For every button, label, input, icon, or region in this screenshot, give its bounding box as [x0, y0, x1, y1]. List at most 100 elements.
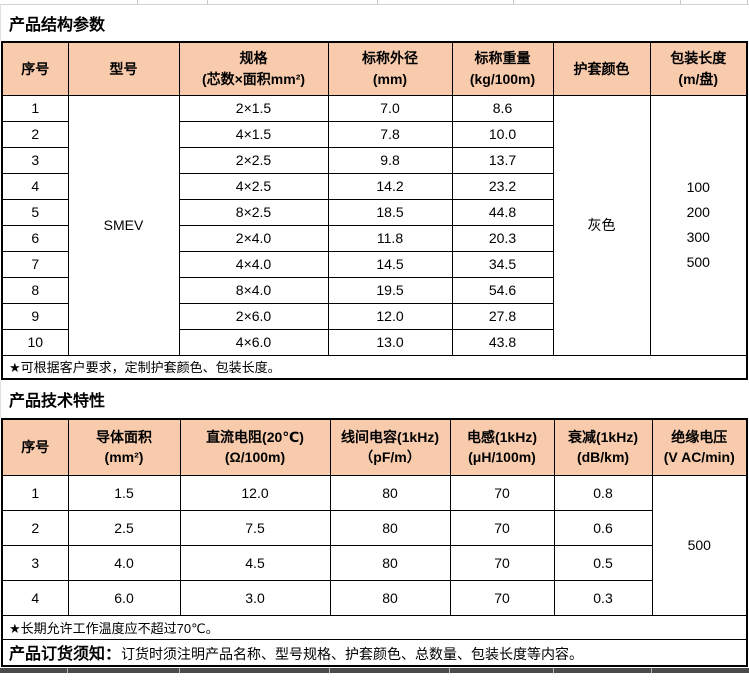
weight-cell: 44.8	[451, 198, 554, 226]
bottom-gap	[0, 667, 749, 668]
sheath-color-cell: 灰色	[552, 94, 651, 356]
od-cell: 13.0	[327, 328, 453, 356]
gridline-tick	[377, 0, 378, 4]
resistance-cell: 12.0	[179, 474, 331, 511]
header-capacitance: 线间电容(1kHz) （pF/m）	[329, 418, 451, 476]
spec-cell: 4×6.0	[178, 328, 329, 356]
no-cell: 10	[1, 328, 69, 356]
header-spec: 规格 (芯数×面积mm²)	[178, 41, 329, 96]
weight-cell: 43.8	[451, 328, 554, 356]
no-cell: 3	[1, 544, 69, 581]
table-row: 7 4×4.0 14.5 34.5	[1, 250, 747, 278]
table-row: 3 4.0 4.5 80 70 0.5	[1, 544, 747, 581]
table-header-row: 序号 型号 规格 (芯数×面积mm²) 标称外径 (mm) 标称重量 (kg/1…	[1, 41, 748, 96]
table-row: 4 6.0 3.0 80 70 0.3	[1, 579, 747, 616]
structure-parameters-table: 序号 型号 规格 (芯数×面积mm²) 标称外径 (mm) 标称重量 (kg/1…	[1, 41, 748, 380]
od-cell: 14.5	[327, 250, 453, 278]
gridline-tick	[449, 668, 450, 673]
area-cell: 1.5	[67, 474, 181, 511]
gridline-tick	[651, 668, 652, 673]
gridline-tick	[553, 668, 554, 673]
capacitance-cell: 80	[329, 474, 451, 511]
table-row: 4 4×2.5 14.2 23.2	[1, 172, 747, 200]
spec-cell: 4×4.0	[178, 250, 329, 278]
gridline-tick	[137, 0, 138, 4]
no-cell: 9	[1, 302, 69, 330]
inductance-cell: 70	[449, 474, 555, 511]
spec-cell: 4×1.5	[178, 120, 329, 148]
table-row: 1 1.5 12.0 80 70 0.8 500	[1, 474, 748, 616]
gridline-tick	[207, 0, 208, 4]
attenuation-cell: 0.3	[553, 579, 653, 616]
no-cell: 8	[1, 276, 69, 304]
no-cell: 2	[1, 509, 69, 546]
header-packing-length: 包装长度 (m/盘)	[649, 41, 748, 96]
weight-cell: 34.5	[451, 250, 554, 278]
attenuation-cell: 0.6	[553, 509, 653, 546]
spec-cell: 2×6.0	[178, 302, 329, 330]
area-cell: 6.0	[67, 579, 181, 616]
order-notice-label: 产品订货须知：	[9, 646, 122, 664]
model-cell: SMEV	[67, 94, 180, 356]
capacitance-cell: 80	[329, 544, 451, 581]
bottom-dark-row	[0, 668, 749, 673]
od-cell: 12.0	[327, 302, 453, 330]
temperature-note: ★长期允许工作温度应不超过70℃。	[1, 614, 748, 640]
spec-cell: 2×2.5	[178, 146, 329, 174]
no-cell: 4	[1, 172, 69, 200]
weight-cell: 13.7	[451, 146, 554, 174]
no-cell: 4	[1, 579, 69, 616]
od-cell: 14.2	[327, 172, 453, 200]
technical-characteristics-table: 序号 导体面积 (mm²) 直流电阻(20℃) (Ω/100m) 线间电容(1k…	[1, 418, 748, 667]
no-cell: 7	[1, 250, 69, 278]
capacitance-cell: 80	[329, 509, 451, 546]
gridline-tick	[329, 668, 330, 673]
gridline-tick	[67, 668, 68, 673]
table-note-row: ★长期允许工作温度应不超过70℃。	[1, 614, 748, 640]
gridline-tick	[179, 668, 180, 673]
order-notice-text: 订货时须注明产品名称、型号规格、护套颜色、总数量、包装长度等内容。	[121, 646, 584, 663]
table-row: 1 SMEV 2×1.5 7.0 8.6 灰色 100 200 300 500	[1, 94, 748, 356]
table-row: 5 8×2.5 18.5 44.8	[1, 198, 747, 226]
od-cell: 18.5	[327, 198, 453, 226]
weight-cell: 27.8	[451, 302, 554, 330]
order-notice: 产品订货须知：订货时须注明产品名称、型号规格、护套颜色、总数量、包装长度等内容。	[1, 638, 748, 667]
no-cell: 6	[1, 224, 69, 252]
header-conductor-area: 导体面积 (mm²)	[67, 418, 181, 476]
spec-cell: 8×4.0	[178, 276, 329, 304]
gridline-tick	[513, 0, 514, 4]
weight-cell: 54.6	[451, 276, 554, 304]
weight-cell: 23.2	[451, 172, 554, 200]
spec-cell: 4×2.5	[178, 172, 329, 200]
gridline-tick	[680, 0, 681, 4]
table-row: 3 2×2.5 9.8 13.7	[1, 146, 747, 174]
no-cell: 3	[1, 146, 69, 174]
weight-cell: 8.6	[451, 94, 554, 122]
attenuation-cell: 0.5	[553, 544, 653, 581]
resistance-cell: 7.5	[179, 509, 331, 546]
header-weight: 标称重量 (kg/100m)	[451, 41, 554, 96]
spec-cell: 8×2.5	[178, 198, 329, 226]
no-cell: 1	[1, 94, 69, 122]
no-cell: 2	[1, 120, 69, 148]
od-cell: 9.8	[327, 146, 453, 174]
inductance-cell: 70	[449, 579, 555, 616]
table-row: 10 4×6.0 13.0 43.8	[1, 328, 747, 356]
area-cell: 2.5	[67, 509, 181, 546]
packing-length-cell: 100 200 300 500	[649, 94, 748, 356]
header-inductance: 电感(1kHz) (μH/100m)	[449, 418, 555, 476]
order-notice-row: 产品订货须知：订货时须注明产品名称、型号规格、护套颜色、总数量、包装长度等内容。	[1, 638, 748, 667]
weight-cell: 20.3	[451, 224, 554, 252]
resistance-cell: 4.5	[179, 544, 331, 581]
no-cell: 5	[1, 198, 69, 226]
header-insulation-voltage: 绝缘电压 (V AC/min)	[651, 418, 748, 476]
top-gridline-strip	[0, 0, 749, 5]
header-attenuation: 衰减(1kHz) (dB/km)	[553, 418, 653, 476]
spec-cell: 2×1.5	[178, 94, 329, 122]
table-row: 9 2×6.0 12.0 27.8	[1, 302, 747, 330]
no-cell: 1	[1, 474, 69, 511]
gridline-tick	[747, 0, 748, 4]
spec-cell: 2×4.0	[178, 224, 329, 252]
resistance-cell: 3.0	[179, 579, 331, 616]
